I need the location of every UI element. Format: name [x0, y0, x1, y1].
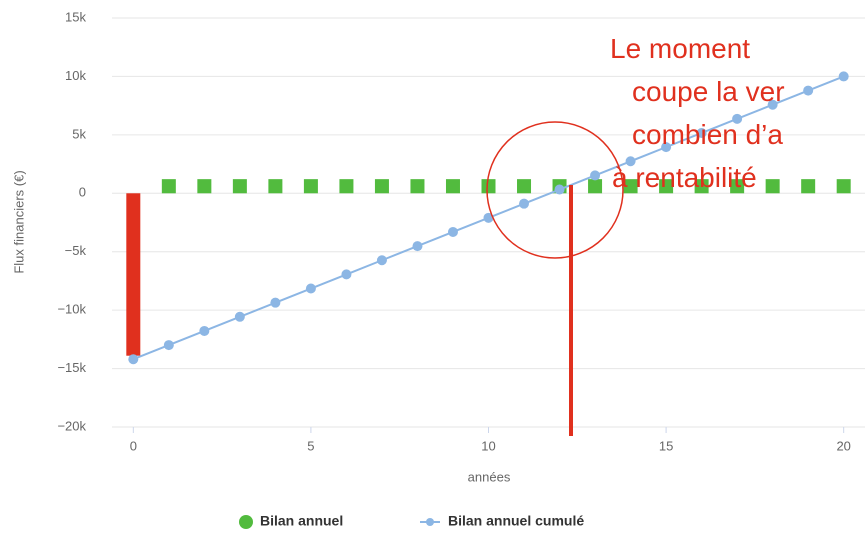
point [519, 198, 530, 209]
x-tick-label: 10 [481, 438, 495, 453]
bar [765, 179, 780, 194]
bar [517, 179, 532, 194]
point [554, 184, 565, 195]
bar [410, 179, 425, 194]
bar [588, 179, 603, 194]
bar [730, 179, 745, 194]
point [412, 241, 423, 252]
point [234, 311, 245, 322]
plot-area: −20k −15k −10k −5k 0 5k 10k 15k 0 5 10 15 20 [57, 9, 865, 453]
y-axis-label: Flux financiers (€) [11, 170, 26, 273]
bar [623, 179, 638, 194]
point [128, 354, 139, 365]
bar [374, 179, 389, 194]
bar [339, 179, 354, 194]
point [341, 269, 352, 280]
x-axis-label: années [468, 469, 511, 484]
bar [481, 179, 496, 194]
y-tick-label: −20k [57, 418, 86, 433]
bar [445, 179, 460, 194]
bar [694, 179, 709, 194]
annotation: coupe la ver [632, 76, 785, 107]
bar [303, 179, 318, 194]
y-tick-label: 0 [79, 185, 86, 200]
point [767, 99, 778, 110]
legend: Bilan annuel Bilan annuel cumulé [239, 513, 584, 529]
annotation: Le moment [610, 33, 750, 64]
y-tick-label: 15k [65, 9, 86, 24]
bar [268, 179, 283, 194]
y-tick-label: −5k [65, 243, 87, 258]
bar [659, 179, 674, 194]
y-tick-label: −15k [57, 360, 86, 375]
bar [836, 179, 851, 194]
point [163, 340, 174, 351]
bar [232, 179, 247, 194]
bar [197, 179, 212, 194]
highlight-circle [486, 121, 624, 259]
x-tick-label: 5 [307, 438, 314, 453]
point [838, 71, 849, 82]
point [732, 113, 743, 124]
y-tick-label: 10k [65, 68, 86, 83]
x-tick-label: 20 [836, 438, 850, 453]
legend-swatch [239, 515, 253, 529]
point [625, 156, 636, 167]
point [590, 170, 601, 181]
legend-label[interactable]: Bilan annuel cumulé [448, 513, 584, 529]
x-tick-label: 0 [130, 438, 137, 453]
point [483, 212, 494, 223]
point [447, 226, 458, 237]
bar [161, 179, 176, 194]
point [199, 325, 210, 336]
bar [801, 179, 816, 194]
point [661, 142, 672, 153]
annotation: combien d’a [632, 119, 783, 150]
bar [126, 193, 141, 356]
y-tick-label: 5k [72, 126, 86, 141]
x-tick-label: 15 [659, 438, 673, 453]
point [270, 297, 281, 308]
annotation: à rentabilité [612, 162, 757, 193]
legend-swatch [426, 518, 434, 526]
point [803, 85, 814, 96]
y-tick-label: −10k [57, 302, 86, 317]
point [305, 283, 316, 294]
point [376, 255, 387, 266]
legend-label[interactable]: Bilan annuel [260, 513, 343, 529]
point [696, 127, 707, 138]
